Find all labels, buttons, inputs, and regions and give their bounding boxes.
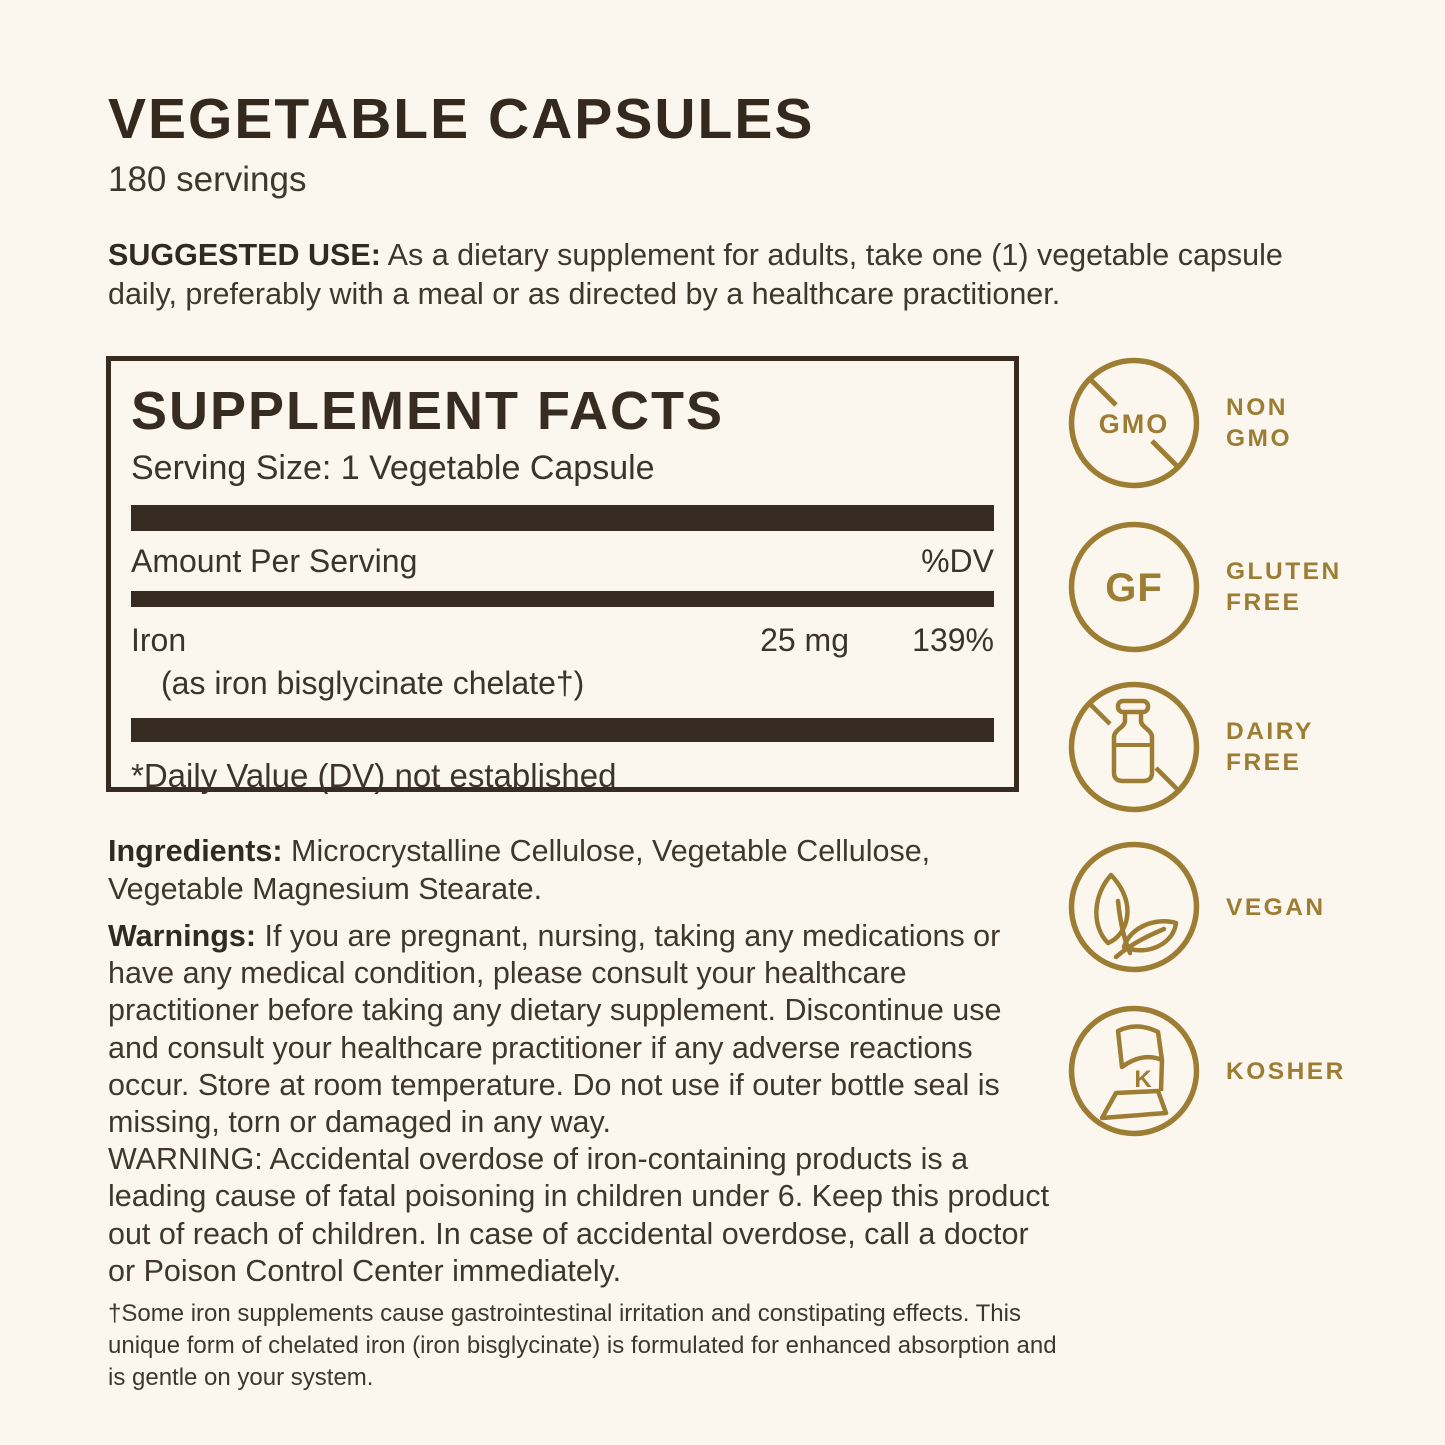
overdose-warning-text: WARNING: Accidental overdose of iron-con… bbox=[108, 1142, 1050, 1288]
badge-kosher: K KOSHER bbox=[1068, 1005, 1346, 1137]
nutrient-row-iron: Iron 25 mg 139% bbox=[131, 607, 994, 659]
servings-count: 180 servings bbox=[108, 160, 307, 199]
supplement-facts-title: SUPPLEMENT FACTS bbox=[131, 381, 725, 441]
badge-label-vegan: VEGAN bbox=[1226, 893, 1326, 921]
kosher-icon: K bbox=[1068, 1005, 1200, 1137]
divider-bar-thick-bottom bbox=[131, 718, 994, 742]
gluten-free-icon: GF bbox=[1068, 521, 1200, 653]
divider-bar-thin bbox=[131, 591, 994, 607]
svg-text:GF: GF bbox=[1105, 566, 1163, 610]
amount-per-serving-header: Amount Per Serving bbox=[131, 543, 418, 579]
suggested-use-label: SUGGESTED USE: bbox=[108, 238, 381, 272]
warnings-text: If you are pregnant, nursing, taking any… bbox=[108, 919, 1002, 1140]
facts-header-row: Amount Per Serving %DV bbox=[131, 531, 994, 591]
suggested-use-text: As a dietary supplement for adults, take… bbox=[108, 238, 1283, 311]
warnings-paragraph: Warnings: If you are pregnant, nursing, … bbox=[108, 918, 1053, 1290]
badge-dairy-free: DAIRY FREE bbox=[1068, 681, 1314, 813]
dv-header: %DV bbox=[921, 543, 994, 579]
serving-size: Serving Size: 1 Vegetable Capsule bbox=[131, 449, 655, 487]
supplement-facts-panel: SUPPLEMENT FACTS Serving Size: 1 Vegetab… bbox=[106, 356, 1019, 794]
badge-label-kosher: KOSHER bbox=[1226, 1057, 1346, 1085]
nutrient-name: Iron bbox=[131, 622, 187, 658]
ingredients-paragraph: Ingredients: Microcrystalline Cellulose,… bbox=[108, 832, 1058, 908]
badge-gluten-free: GF GLUTEN FREE bbox=[1068, 521, 1342, 653]
vegan-icon bbox=[1068, 841, 1200, 973]
ingredients-label: Ingredients: bbox=[108, 834, 283, 868]
badge-label-gluten-free: GLUTEN FREE bbox=[1226, 558, 1342, 616]
non-gmo-icon: GMO bbox=[1068, 357, 1200, 489]
badge-label-dairy-free: DAIRY FREE bbox=[1226, 718, 1314, 776]
dagger-footnote: †Some iron supplements cause gastrointes… bbox=[108, 1300, 1057, 1391]
divider-bar-thick bbox=[131, 505, 994, 531]
badge-label-non-gmo: NON GMO bbox=[1226, 394, 1293, 452]
nutrient-dv: 139% bbox=[912, 622, 994, 658]
product-title: VEGETABLE CAPSULES bbox=[108, 87, 815, 151]
svg-text:K: K bbox=[1134, 1066, 1152, 1093]
ingredients-text: Microcrystalline Cellulose, Vegetable Ce… bbox=[108, 834, 931, 906]
badge-vegan: VEGAN bbox=[1068, 841, 1326, 973]
svg-text:GMO: GMO bbox=[1099, 409, 1170, 439]
daily-value-note: *Daily Value (DV) not established bbox=[131, 757, 617, 794]
nutrient-source-detail: (as iron bisglycinate chelate†) bbox=[161, 665, 585, 701]
dairy-free-icon bbox=[1068, 681, 1200, 813]
badge-non-gmo: GMO NON GMO bbox=[1068, 357, 1292, 489]
nutrient-amount: 25 mg bbox=[760, 622, 849, 658]
suggested-use-paragraph: SUGGESTED USE: As a dietary supplement f… bbox=[108, 236, 1333, 314]
warnings-label: Warnings: bbox=[108, 919, 256, 953]
